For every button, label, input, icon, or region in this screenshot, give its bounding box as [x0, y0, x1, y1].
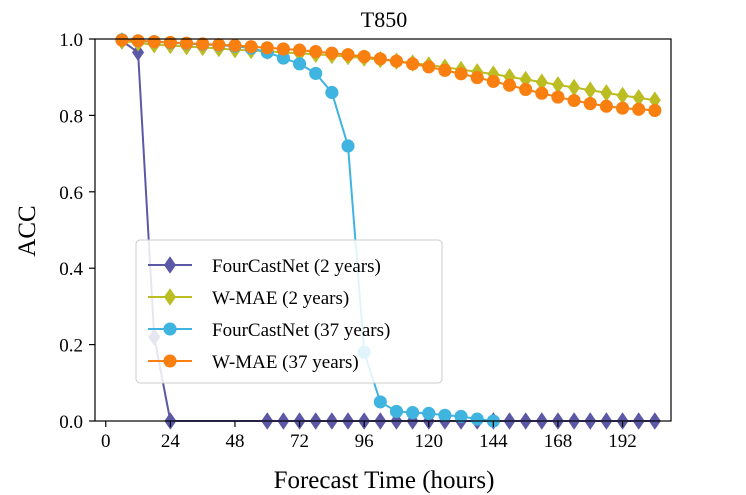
x-tick-label: 0 [101, 431, 111, 452]
data-point [599, 99, 613, 113]
data-point [422, 406, 436, 420]
data-point [373, 52, 387, 66]
data-point [325, 85, 339, 100]
legend-marker [163, 354, 177, 368]
y-tick-label: 0.6 [59, 183, 83, 204]
data-point [535, 86, 549, 100]
data-point [502, 78, 517, 92]
data-point [309, 45, 323, 59]
legend-box [135, 239, 443, 384]
data-point [115, 33, 129, 47]
legend-label: FourCastNet (2 years) [212, 256, 381, 277]
data-point [228, 38, 242, 53]
data-point [551, 90, 565, 104]
y-tick-label: 0.8 [59, 106, 83, 127]
data-point [615, 101, 630, 115]
data-point [567, 93, 581, 108]
data-point [147, 35, 161, 49]
data-point [583, 96, 597, 111]
legend-marker [163, 256, 177, 274]
data-point [632, 102, 646, 116]
data-point [389, 54, 404, 68]
data-point [470, 71, 484, 85]
data-point [454, 409, 468, 423]
data-point [293, 57, 307, 71]
data-point [648, 103, 662, 117]
legend: FourCastNet (2 years) W-MAE (2 years) Four… [135, 239, 443, 384]
x-tick-label: 192 [608, 431, 637, 452]
legend-label: W-MAE (2 years) [212, 288, 349, 309]
x-tick-label: 48 [225, 431, 244, 452]
data-point [406, 406, 420, 420]
data-point [438, 408, 452, 422]
data-point [244, 40, 258, 54]
x-axis: 0 24 48 72 96 120 144 168 192 [101, 421, 637, 452]
data-point [163, 35, 177, 49]
legend-marker [163, 322, 177, 336]
x-axis-title: Forecast Time (hours) [274, 467, 495, 494]
legend-label: W-MAE (37 years) [212, 352, 359, 373]
data-point [406, 57, 420, 71]
data-point [325, 46, 339, 60]
data-point [276, 42, 290, 56]
data-point [389, 404, 404, 419]
x-tick-label: 72 [290, 431, 309, 452]
data-point [179, 36, 194, 50]
data-point [131, 34, 145, 48]
data-point [341, 139, 355, 153]
series-3 [115, 33, 662, 117]
data-point [132, 43, 145, 62]
y-axis: 0.0 0.2 0.4 0.6 0.8 1.0 [59, 30, 95, 433]
data-point [519, 82, 533, 96]
y-tick-label: 0.4 [59, 259, 83, 280]
data-point [341, 48, 355, 62]
y-tick-label: 0.2 [59, 336, 83, 357]
x-tick-label: 120 [415, 431, 444, 452]
data-point [293, 43, 307, 57]
series-line [121, 39, 655, 112]
data-point [486, 74, 500, 88]
y-tick-label: 0.0 [59, 412, 83, 433]
data-point [357, 50, 371, 64]
plot-frame [94, 38, 672, 422]
chart-title: T850 [361, 7, 407, 32]
data-point [212, 38, 226, 52]
y-axis-title: ACC [14, 205, 41, 256]
data-point [260, 41, 274, 55]
data-point [454, 67, 468, 81]
x-tick-label: 24 [161, 431, 181, 452]
legend-label: FourCastNet (37 years) [212, 320, 390, 341]
data-point [276, 51, 290, 65]
x-tick-label: 96 [355, 431, 374, 452]
data-point [309, 66, 323, 80]
y-tick-label: 1.0 [59, 30, 83, 51]
data-point [438, 63, 452, 77]
data-point [470, 412, 484, 426]
x-tick-label: 144 [479, 431, 508, 452]
data-point [422, 60, 436, 74]
legend-marker [163, 288, 177, 306]
data-point [373, 395, 387, 409]
data-point [196, 37, 210, 51]
x-tick-label: 168 [544, 431, 573, 452]
